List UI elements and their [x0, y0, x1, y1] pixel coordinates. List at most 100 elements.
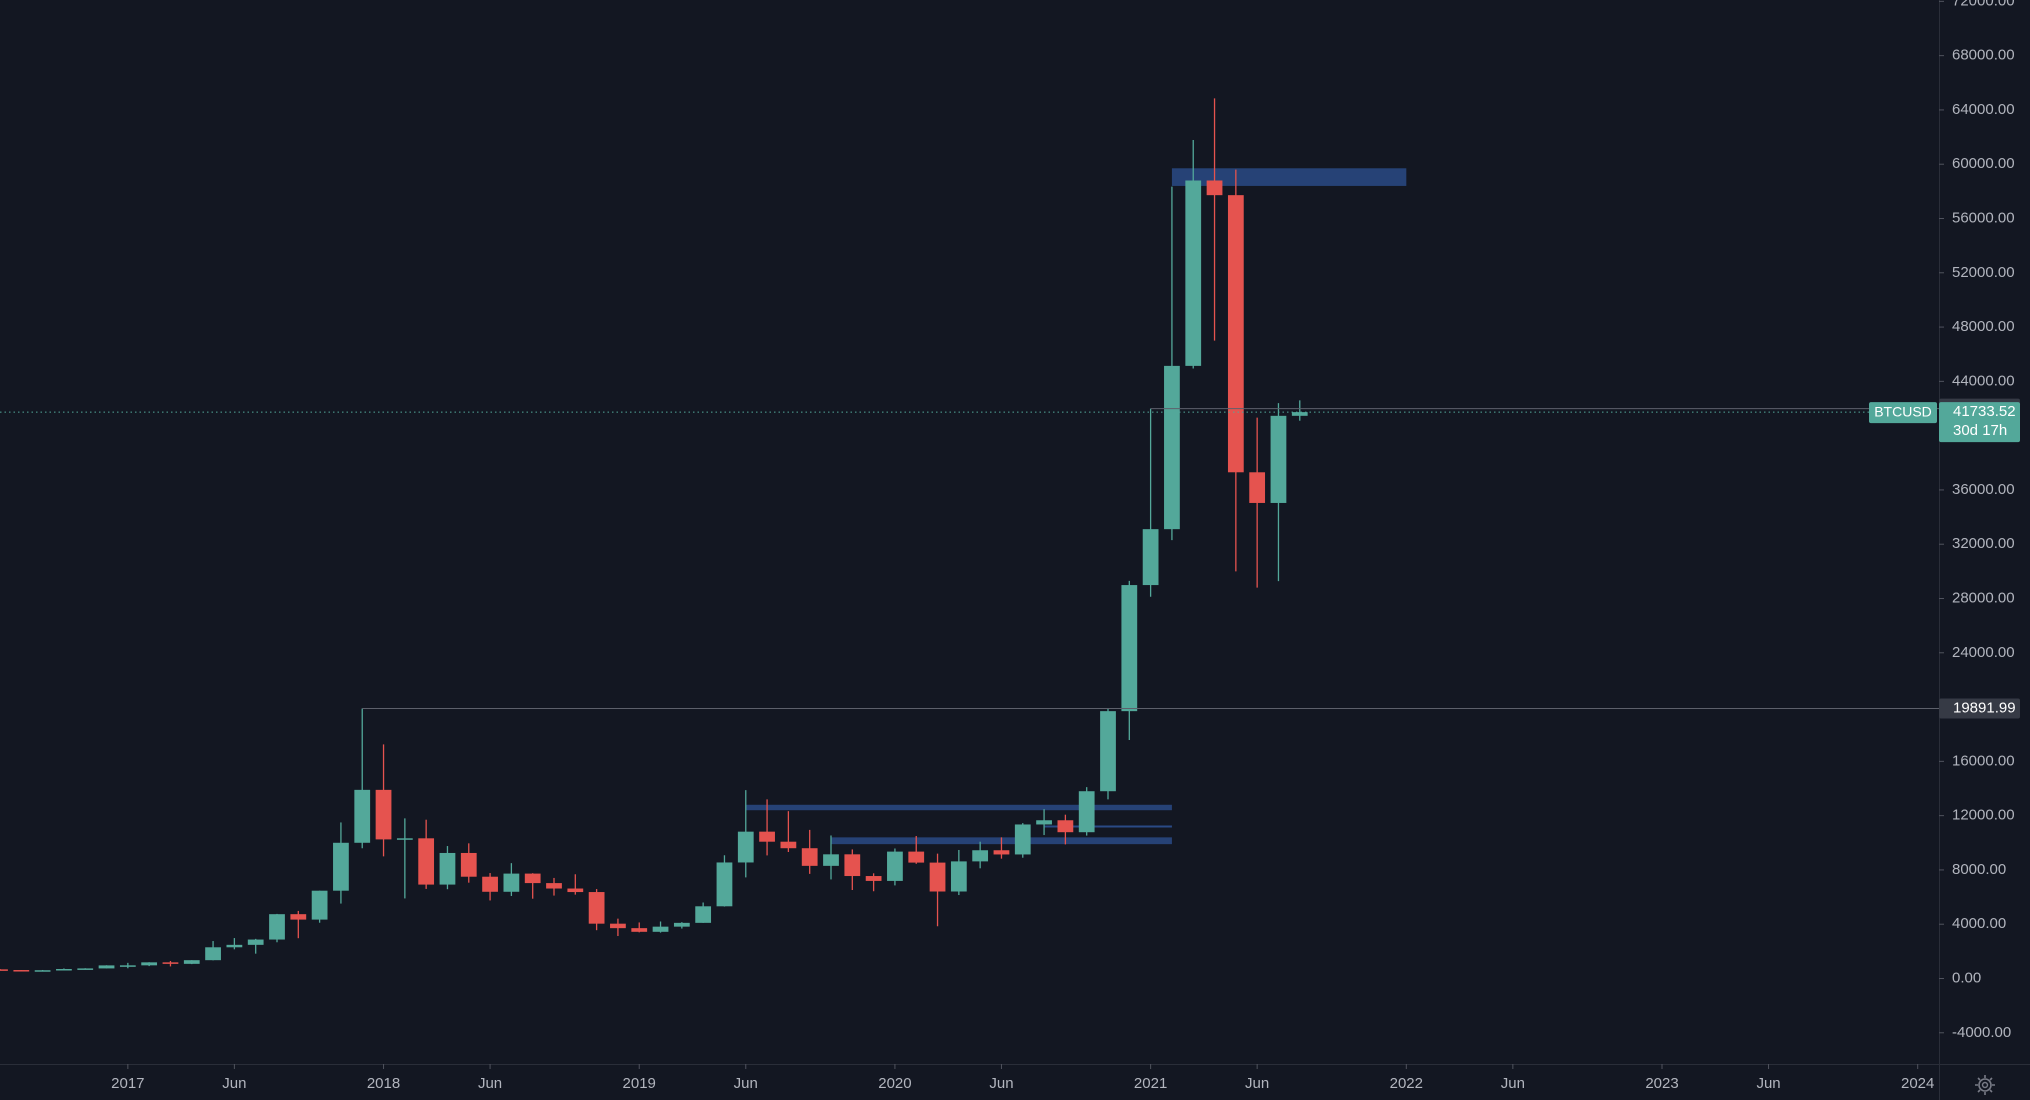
- zone: [745, 804, 1172, 811]
- candle-body: [716, 862, 733, 907]
- symbol-tag-box: [1869, 402, 1937, 424]
- x-tick-label: 2019: [623, 1075, 656, 1092]
- candle-body: [77, 968, 94, 970]
- candle-body: [652, 926, 669, 932]
- candle-body: [119, 965, 136, 967]
- x-tick-label: 2018: [367, 1075, 400, 1092]
- price-label-box: [1939, 698, 2020, 719]
- y-tick-label: 72000.00: [1952, 0, 2015, 9]
- price-label: 41733.52: [1953, 403, 2016, 420]
- gear-ring: [1978, 1078, 1992, 1092]
- candle-body: [290, 914, 307, 920]
- candle-body: [993, 850, 1010, 855]
- candle-body: [610, 923, 626, 929]
- price-label-box: [1939, 402, 2020, 443]
- candle-body: [865, 876, 882, 881]
- y-tick-label: 68000.00: [1952, 47, 2015, 64]
- candle-body: [695, 906, 712, 923]
- candle-body: [1078, 791, 1095, 833]
- x-tick-label: 2024: [1901, 1075, 1934, 1092]
- candle-body: [141, 962, 158, 966]
- candle-body: [34, 970, 51, 972]
- y-tick-label: -4000.00: [1952, 1024, 2011, 1041]
- y-tick-label: 4000.00: [1952, 915, 2006, 932]
- candle-body: [247, 939, 264, 945]
- candle-body: [546, 883, 562, 889]
- y-tick-label: 8000.00: [1952, 861, 2006, 878]
- x-tick-label: Jun: [734, 1075, 758, 1092]
- candle-body: [439, 852, 456, 885]
- x-tick-label: 2022: [1390, 1075, 1423, 1092]
- x-tick-label: 2017: [111, 1075, 144, 1092]
- candle-body: [396, 838, 413, 840]
- symbol-tag: BTCUSD: [1874, 403, 1932, 419]
- candle-body: [354, 789, 371, 843]
- candle-body: [887, 851, 903, 881]
- x-tick-label: Jun: [989, 1075, 1013, 1092]
- y-tick-label: 24000.00: [1952, 644, 2015, 661]
- y-tick-label: 12000.00: [1952, 807, 2015, 824]
- candle-body: [1014, 824, 1031, 855]
- candle-body: [524, 873, 541, 884]
- countdown: 30d 17h: [1953, 422, 2007, 439]
- candle-body: [1142, 529, 1159, 586]
- candle-body: [269, 914, 285, 940]
- candle-body: [1100, 711, 1116, 792]
- candle-body: [375, 789, 392, 840]
- x-tick-label: Jun: [1756, 1075, 1780, 1092]
- candle-body: [1227, 195, 1244, 473]
- y-tick-label: 36000.00: [1952, 481, 2015, 498]
- candle-body: [673, 922, 690, 927]
- candle-body: [1206, 180, 1223, 196]
- x-tick-label: 2020: [878, 1075, 911, 1092]
- zone: [1171, 168, 1407, 186]
- y-tick-label: 44000.00: [1952, 372, 2015, 389]
- candle-body: [183, 960, 200, 964]
- candle-body: [801, 848, 818, 866]
- x-tick-label: Jun: [1501, 1075, 1525, 1092]
- price-label: 19891.99: [1953, 700, 2016, 717]
- candle-body: [1164, 365, 1180, 530]
- candle-body: [98, 965, 115, 969]
- candle-body: [503, 873, 520, 892]
- y-tick-label: 56000.00: [1952, 209, 2015, 226]
- y-tick-label: 16000.00: [1952, 752, 2015, 769]
- y-tick-label: 0.00: [1952, 969, 1981, 986]
- candle-body: [418, 838, 435, 885]
- candle-body: [908, 851, 925, 863]
- x-tick-label: Jun: [1245, 1075, 1269, 1092]
- candle-body: [1121, 585, 1138, 712]
- y-tick-label: 32000.00: [1952, 535, 2015, 552]
- candle-body: [1291, 412, 1308, 416]
- candle-body: [205, 947, 221, 961]
- candle-body: [950, 861, 967, 892]
- gear-teeth: [1975, 1075, 1995, 1095]
- y-tick-label: 52000.00: [1952, 264, 2015, 281]
- candle-body: [13, 970, 30, 972]
- candle-body: [460, 852, 477, 877]
- candle-body: [1270, 415, 1287, 503]
- candle-body: [972, 850, 989, 862]
- x-tick-label: 2023: [1645, 1075, 1678, 1092]
- candle-body: [1249, 472, 1266, 503]
- gear-hub: [1981, 1081, 1989, 1089]
- candle-body: [844, 854, 861, 877]
- settings-gear[interactable]: [1975, 1075, 1995, 1095]
- y-tick-label: 48000.00: [1952, 318, 2015, 335]
- candle-body: [226, 944, 243, 948]
- y-tick-label: 60000.00: [1952, 155, 2015, 172]
- candle-body: [1185, 180, 1202, 366]
- candle-body: [929, 862, 946, 892]
- candle-body: [759, 831, 775, 842]
- candle-body: [1057, 820, 1074, 833]
- candle-body: [780, 841, 797, 849]
- candle-body: [631, 928, 648, 932]
- candle-body: [1036, 820, 1052, 825]
- x-tick-label: Jun: [222, 1075, 246, 1092]
- candle-body: [56, 969, 72, 971]
- x-tick-label: Jun: [478, 1075, 502, 1092]
- candle-body: [588, 892, 605, 924]
- price-lines: [0, 408, 1939, 710]
